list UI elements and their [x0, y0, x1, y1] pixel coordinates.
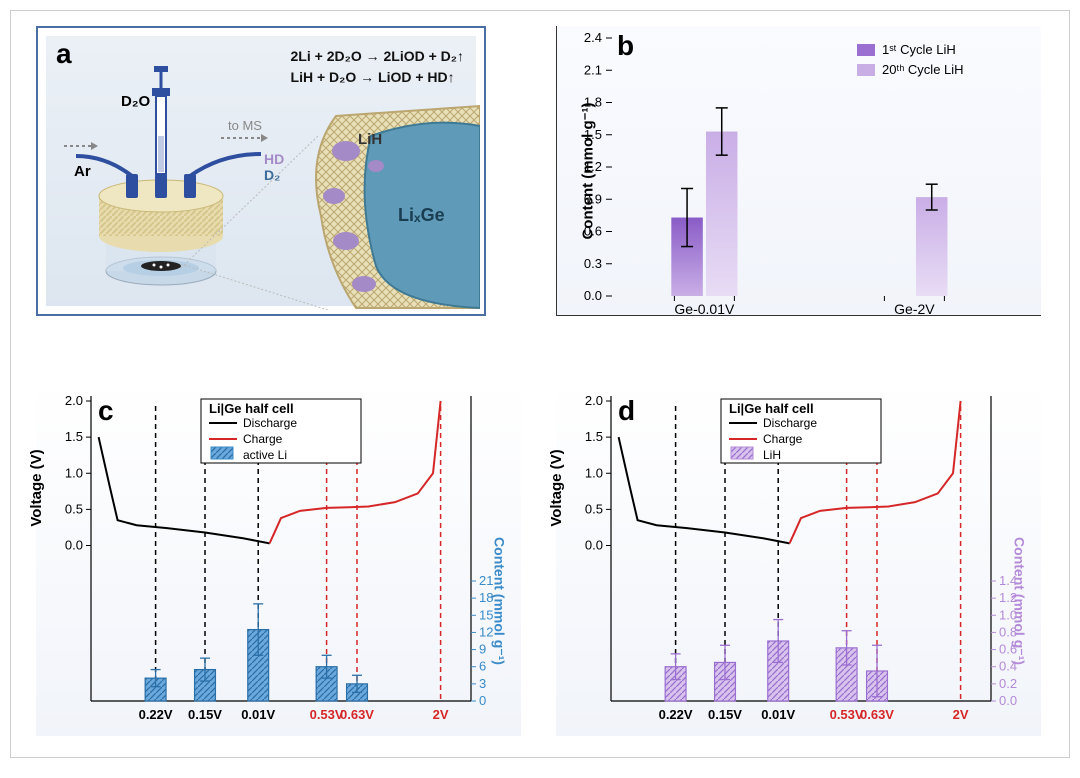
- svg-text:2.0: 2.0: [65, 393, 83, 408]
- panel-d-ylabel-right: Content (mmol g⁻¹): [1011, 537, 1028, 665]
- lixge-label: LiₓGe: [398, 205, 445, 225]
- panel-label-d: d: [618, 395, 635, 427]
- svg-text:Ge-2V: Ge-2V: [894, 301, 935, 317]
- panel-d-ylabel-left: Voltage (V): [548, 449, 565, 526]
- panel-label-a: a: [56, 38, 72, 70]
- svg-text:0: 0: [479, 693, 486, 708]
- svg-text:2.1: 2.1: [584, 62, 602, 77]
- svg-text:3: 3: [479, 676, 486, 691]
- svg-text:2.4: 2.4: [584, 30, 602, 45]
- svg-text:Charge: Charge: [763, 432, 803, 446]
- svg-text:Discharge: Discharge: [763, 416, 817, 430]
- svg-text:0.15V: 0.15V: [708, 707, 742, 722]
- svg-text:Ge-0.01V: Ge-0.01V: [674, 301, 735, 317]
- svg-text:0.22V: 0.22V: [659, 707, 693, 722]
- svg-text:0.15V: 0.15V: [188, 707, 222, 722]
- panel-b-chart: b Content (mmol g⁻¹) 0.00.30.60.91.21.51…: [556, 26, 1041, 316]
- lih-blob: [332, 141, 360, 161]
- svg-text:0.01V: 0.01V: [241, 707, 275, 722]
- panel-d-chart: d Voltage (V) Content (mmol g⁻¹) 0.00.51…: [556, 381, 1041, 736]
- panel-b-legend: 1ˢᵗ Cycle LiH 20ᵗʰ Cycle LiH: [857, 42, 964, 77]
- panel-label-b: b: [617, 30, 634, 62]
- svg-text:Discharge: Discharge: [243, 416, 297, 430]
- svg-text:0.5: 0.5: [585, 501, 603, 516]
- svg-text:0.63V: 0.63V: [860, 707, 894, 722]
- legend: Li|Ge half cellDischarge Charge LiH: [721, 399, 881, 463]
- svg-text:2.0: 2.0: [585, 393, 603, 408]
- svg-text:6: 6: [479, 659, 486, 674]
- ar-label: Ar: [74, 163, 91, 180]
- panel-b-ylabel: Content (mmol g⁻¹): [579, 102, 597, 239]
- panel-c-ylabel-right: Content (mmol g⁻¹): [491, 537, 508, 665]
- syringe-plunger: [152, 88, 170, 96]
- panel-c-ylabel-left: Voltage (V): [28, 449, 45, 526]
- svg-text:Li|Ge half cell: Li|Ge half cell: [729, 401, 814, 416]
- to-ms-label: to MS: [228, 118, 262, 133]
- svg-text:2V: 2V: [953, 707, 969, 722]
- panel-d-svg: 0.00.51.01.52.00.00.20.40.60.81.01.21.40…: [556, 381, 1041, 751]
- d2-label: D₂: [264, 167, 280, 183]
- schematic-svg: Ar D₂O to MS HD D₂ LiH LiₓGe: [46, 36, 480, 310]
- svg-text:0.01V: 0.01V: [761, 707, 795, 722]
- svg-text:0.0: 0.0: [584, 288, 602, 303]
- d2o-label: D₂O: [121, 93, 150, 110]
- panel-c-svg: 0.00.51.01.52.00369121518210.22V0.15V0.0…: [36, 381, 521, 751]
- svg-text:Li|Ge half cell: Li|Ge half cell: [209, 401, 294, 416]
- bar: [916, 197, 948, 296]
- svg-text:1.0: 1.0: [65, 465, 83, 480]
- port-left: [126, 174, 138, 198]
- panel-a-schematic: a 2Li + 2D₂O → 2LiOD + D₂↑ LiH + D₂O → L…: [36, 26, 486, 316]
- svg-text:1.0: 1.0: [585, 465, 603, 480]
- svg-text:1.5: 1.5: [585, 429, 603, 444]
- svg-text:Charge: Charge: [243, 432, 283, 446]
- svg-text:1ˢᵗ Cycle LiH: 1ˢᵗ Cycle LiH: [882, 42, 956, 57]
- panel-c-chart: c Voltage (V) Content (mmol g⁻¹) 0.00.51…: [36, 381, 521, 736]
- svg-text:0.22V: 0.22V: [139, 707, 173, 722]
- svg-text:0.2: 0.2: [999, 676, 1017, 691]
- svg-text:active Li: active Li: [243, 448, 287, 462]
- svg-text:0.0: 0.0: [585, 538, 603, 553]
- hd-label: HD: [264, 151, 284, 167]
- lih-label: LiH: [358, 131, 382, 148]
- svg-text:9: 9: [479, 642, 486, 657]
- svg-text:0.3: 0.3: [584, 256, 602, 271]
- svg-text:0.0: 0.0: [999, 693, 1017, 708]
- svg-text:0.53V: 0.53V: [310, 707, 344, 722]
- out-tube: [190, 154, 261, 176]
- svg-text:0.53V: 0.53V: [830, 707, 864, 722]
- svg-text:20ᵗʰ Cycle LiH: 20ᵗʰ Cycle LiH: [882, 62, 964, 77]
- panel-label-c: c: [98, 395, 114, 427]
- svg-text:1.5: 1.5: [65, 429, 83, 444]
- svg-text:0.0: 0.0: [65, 538, 83, 553]
- svg-text:0.5: 0.5: [65, 501, 83, 516]
- panel-b-svg: 0.00.30.60.91.21.51.82.12.4Ge-0.01VGe-2V…: [557, 26, 1042, 336]
- svg-text:2V: 2V: [433, 707, 449, 722]
- svg-text:LiH: LiH: [763, 448, 781, 462]
- legend: Li|Ge half cellDischarge Charge active Li: [201, 399, 361, 463]
- figure-grid: a 2Li + 2D₂O → 2LiOD + D₂↑ LiH + D₂O → L…: [10, 10, 1070, 758]
- bar: [706, 132, 738, 296]
- svg-text:0.63V: 0.63V: [340, 707, 374, 722]
- port-right: [184, 174, 196, 198]
- panel-a-bg: 2Li + 2D₂O → 2LiOD + D₂↑ LiH + D₂O → LiO…: [46, 36, 476, 306]
